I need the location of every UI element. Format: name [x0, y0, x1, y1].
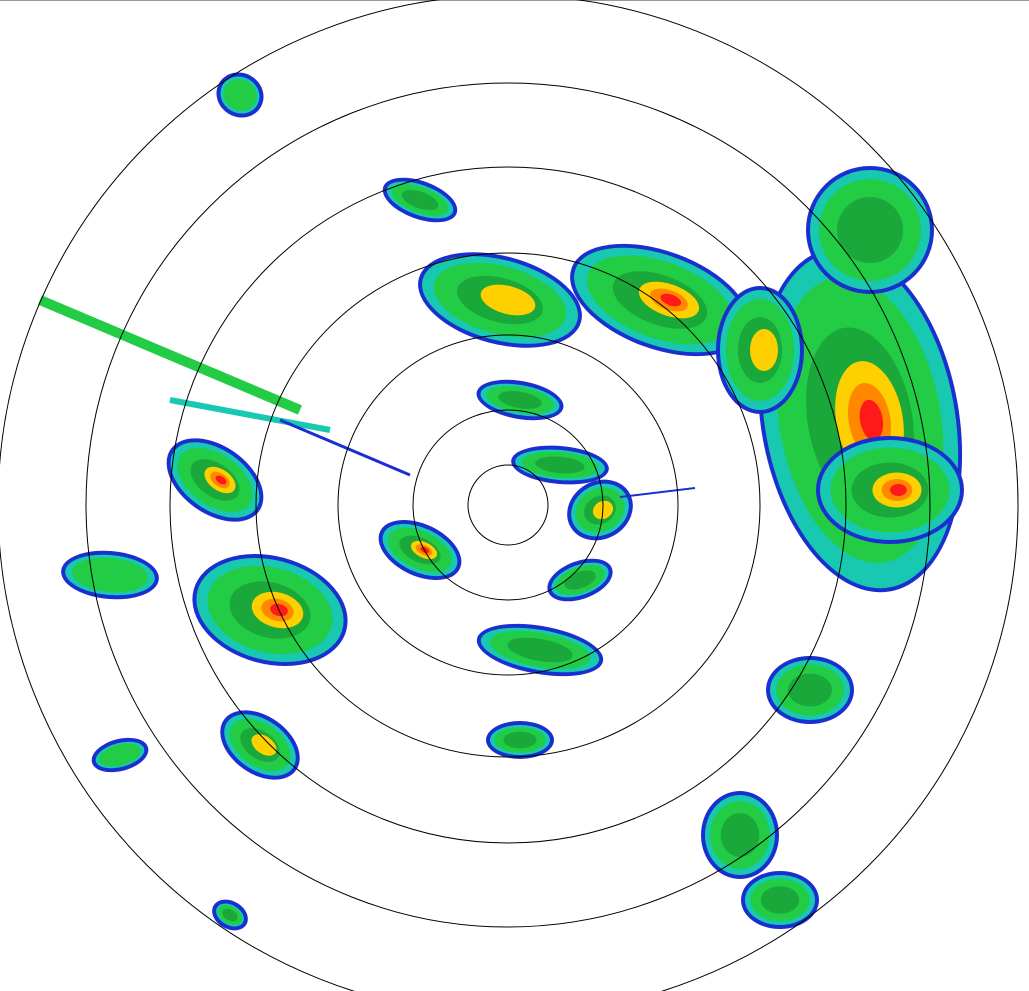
range-ring [85, 82, 931, 928]
echo-cell-core [660, 293, 682, 307]
echo-cell-core [507, 637, 573, 663]
echo-cell-core [401, 189, 439, 211]
echo-cell-core [750, 329, 778, 371]
echo-cell-core [859, 399, 884, 441]
echo-cell-core [890, 484, 907, 496]
range-ring [169, 166, 847, 844]
echo-cell-core [720, 813, 760, 857]
echo-cell-core [480, 284, 536, 316]
range-ring [412, 409, 604, 601]
range-ring [337, 334, 679, 676]
echo-cell-core [251, 734, 277, 756]
echo-cell-core [215, 475, 227, 485]
echo-cell [71, 557, 149, 593]
range-ring [255, 252, 761, 758]
interference-spoke [169, 397, 331, 433]
precipitation-echoes [38, 72, 964, 931]
echo-cell-core [222, 908, 238, 922]
interference-spoke [279, 418, 411, 477]
echo-cell [99, 743, 141, 767]
top-border [0, 0, 1029, 1]
interference-spoke [619, 487, 696, 498]
echo-cell-core [760, 886, 800, 914]
echo-cell-core [788, 673, 832, 707]
echo-cell-core [503, 731, 537, 749]
interference-spoke [38, 295, 302, 415]
echo-cell-core [535, 456, 585, 474]
echo-cell [223, 79, 257, 111]
echo-cell-core [837, 197, 903, 263]
range-ring [467, 464, 549, 546]
echo-cell-core [498, 391, 542, 409]
